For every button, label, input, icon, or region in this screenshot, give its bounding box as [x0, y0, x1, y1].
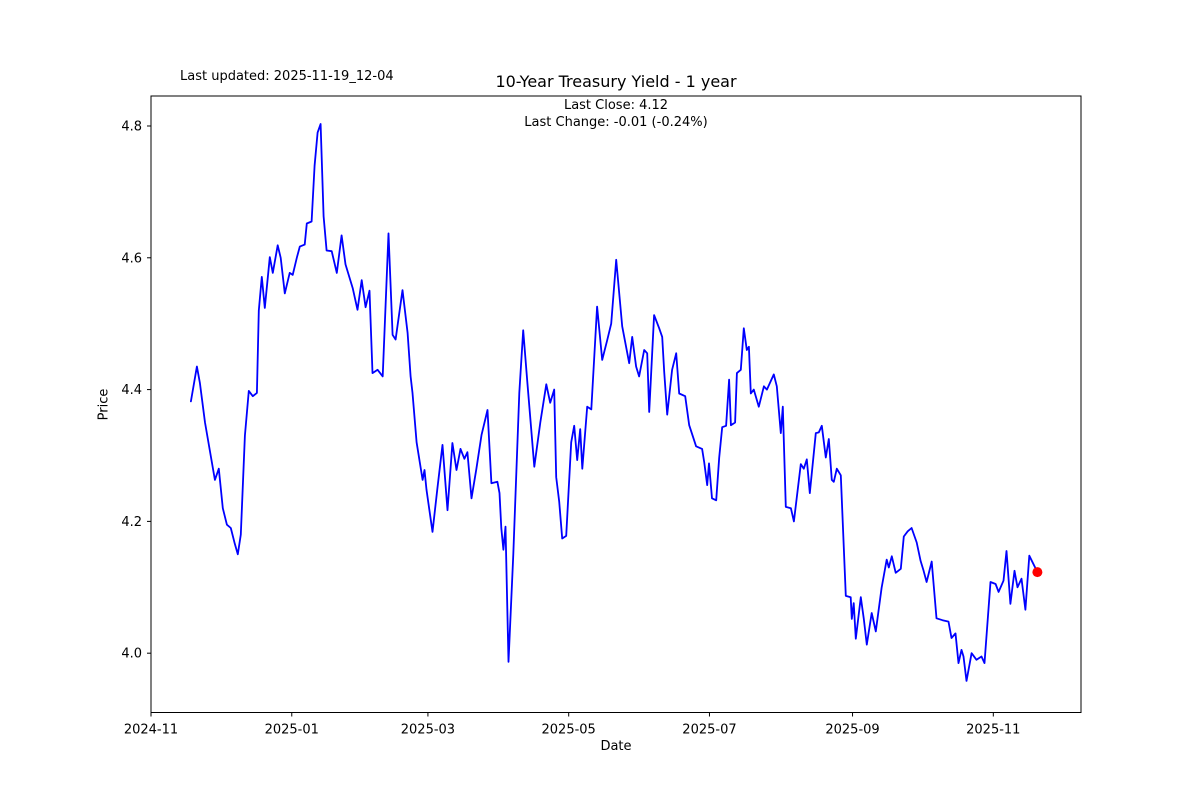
y-tick-label: 4.6: [121, 251, 142, 266]
chart-title: 10-Year Treasury Yield - 1 year: [495, 72, 737, 91]
y-tick-label: 4.4: [121, 383, 142, 398]
x-tick-label: 2024-11: [124, 723, 178, 738]
x-tick-label: 2025-05: [542, 723, 596, 738]
x-axis-label: Date: [600, 739, 632, 754]
x-tick-label: 2025-09: [825, 723, 879, 738]
last-close-marker: [1032, 567, 1043, 578]
last-change-annotation: Last Change: -0.01 (-0.24%): [524, 115, 708, 130]
price-line: [189, 123, 1039, 682]
x-tick-label: 2025-11: [966, 723, 1020, 738]
last-updated-text: Last updated: 2025-11-19_12-04: [180, 69, 394, 84]
axes-frame: [150, 95, 1082, 713]
x-tick-label: 2025-07: [682, 723, 736, 738]
last-close-annotation: Last Close: 4.12: [563, 98, 669, 113]
y-tick-label: 4.2: [121, 515, 142, 530]
x-tick-label: 2025-01: [265, 723, 319, 738]
x-tick-label: 2025-03: [401, 723, 455, 738]
y-axis-label: Price: [96, 388, 112, 421]
y-tick-label: 4.8: [121, 119, 142, 134]
y-tick-label: 4.0: [121, 647, 142, 662]
